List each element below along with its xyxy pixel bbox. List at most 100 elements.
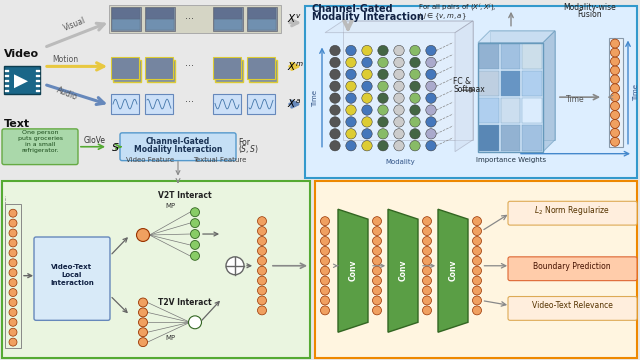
Bar: [315, 181, 637, 358]
Bar: [213, 94, 241, 114]
Bar: [111, 7, 141, 31]
Circle shape: [330, 81, 340, 91]
Polygon shape: [543, 31, 555, 152]
Circle shape: [257, 296, 266, 305]
Bar: [109, 5, 281, 33]
Circle shape: [330, 129, 340, 139]
Circle shape: [472, 237, 481, 246]
Text: $i, j \in \{v, m, a\}$: $i, j \in \{v, m, a\}$: [418, 11, 467, 22]
Text: Audio: Audio: [55, 86, 79, 102]
Bar: [145, 7, 175, 31]
Polygon shape: [455, 21, 473, 152]
Bar: [522, 98, 542, 123]
Circle shape: [372, 266, 381, 275]
Text: Boundary Prediction: Boundary Prediction: [533, 262, 611, 271]
Circle shape: [321, 226, 330, 235]
Bar: [479, 98, 499, 123]
Bar: [5, 204, 21, 348]
Circle shape: [321, 247, 330, 255]
Circle shape: [426, 117, 436, 127]
Circle shape: [410, 93, 420, 103]
Circle shape: [472, 306, 481, 315]
Bar: [5, 70, 9, 72]
Circle shape: [136, 229, 150, 242]
Text: Video Feature: Video Feature: [126, 157, 174, 163]
Circle shape: [422, 217, 431, 226]
Circle shape: [394, 81, 404, 91]
Bar: [36, 80, 40, 82]
Text: Modality: Modality: [385, 159, 415, 165]
Circle shape: [378, 93, 388, 103]
Circle shape: [410, 45, 420, 56]
Circle shape: [422, 286, 431, 295]
Circle shape: [394, 141, 404, 151]
Circle shape: [611, 48, 620, 57]
Circle shape: [426, 45, 436, 56]
Text: Interaction: Interaction: [50, 280, 94, 285]
Circle shape: [378, 45, 388, 56]
Text: ...: ...: [185, 94, 194, 104]
Circle shape: [321, 296, 330, 305]
Circle shape: [257, 266, 266, 275]
Circle shape: [426, 105, 436, 115]
Circle shape: [378, 69, 388, 80]
Bar: [113, 60, 141, 82]
Circle shape: [257, 226, 266, 235]
Circle shape: [372, 256, 381, 265]
Circle shape: [346, 93, 356, 103]
Text: $X^m$: $X^m$: [287, 60, 304, 73]
Bar: [145, 58, 173, 79]
Circle shape: [378, 117, 388, 127]
Circle shape: [410, 129, 420, 139]
Circle shape: [426, 57, 436, 68]
FancyBboxPatch shape: [508, 297, 637, 320]
Circle shape: [611, 102, 620, 111]
Polygon shape: [388, 209, 418, 332]
Circle shape: [372, 276, 381, 285]
Circle shape: [611, 57, 620, 66]
Polygon shape: [438, 209, 468, 332]
Bar: [213, 7, 243, 31]
FancyBboxPatch shape: [508, 201, 637, 225]
Bar: [249, 60, 277, 82]
Text: GloVe: GloVe: [84, 136, 106, 145]
Circle shape: [410, 141, 420, 151]
Text: Modality Interaction: Modality Interaction: [134, 145, 222, 154]
Circle shape: [422, 276, 431, 285]
Circle shape: [362, 45, 372, 56]
Circle shape: [257, 306, 266, 315]
Circle shape: [138, 298, 147, 307]
Circle shape: [472, 296, 481, 305]
Bar: [5, 75, 9, 77]
Circle shape: [394, 45, 404, 56]
Text: Modality Interaction: Modality Interaction: [312, 12, 424, 22]
Bar: [490, 31, 555, 140]
Circle shape: [138, 328, 147, 337]
Text: MP: MP: [165, 203, 175, 209]
Circle shape: [372, 217, 381, 226]
Circle shape: [362, 81, 372, 91]
Bar: [36, 70, 40, 72]
Bar: [2, 181, 310, 358]
Circle shape: [426, 141, 436, 151]
Text: puts groceries: puts groceries: [17, 136, 63, 141]
Circle shape: [422, 247, 431, 255]
Text: Video-Text: Video-Text: [51, 264, 93, 270]
Circle shape: [372, 306, 381, 315]
Circle shape: [410, 117, 420, 127]
Text: Channel-Gated: Channel-Gated: [312, 4, 394, 14]
Bar: [247, 7, 277, 31]
Bar: [5, 90, 9, 92]
Circle shape: [321, 266, 330, 275]
Text: $X^a$: $X^a$: [287, 98, 301, 110]
Text: Time: Time: [312, 90, 318, 107]
Circle shape: [330, 57, 340, 68]
Circle shape: [138, 338, 147, 347]
Bar: [500, 98, 520, 123]
Bar: [500, 125, 520, 151]
Circle shape: [611, 129, 620, 137]
Circle shape: [378, 141, 388, 151]
Circle shape: [611, 66, 620, 75]
Circle shape: [138, 308, 147, 317]
Circle shape: [422, 266, 431, 275]
